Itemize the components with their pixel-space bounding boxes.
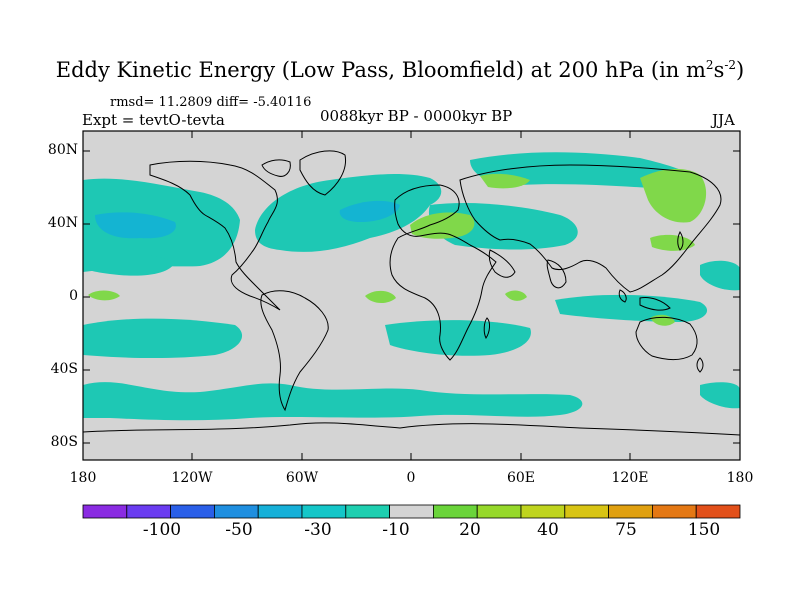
lat-ticks [83, 150, 740, 444]
colorbar-swatch [82, 504, 128, 519]
northwest-pacific-positive [650, 234, 695, 251]
lon-label-0: 0 [406, 470, 416, 486]
north-atlantic-core [339, 200, 400, 222]
colorbar-swatch [432, 504, 478, 519]
lon-label-120w: 120W [171, 470, 213, 486]
colorbar-swatch [345, 504, 390, 519]
southern-ocean-negative [83, 382, 583, 421]
experiment-label: Expt = tevtO-tevta [82, 111, 225, 129]
colorbar-swatch [608, 504, 653, 519]
africa-positive-2 [505, 290, 527, 301]
northeast-asia-positive [640, 168, 707, 223]
lon-label-60w: 60W [285, 470, 319, 486]
plot-title: Eddy Kinetic Energy (Low Pass, Bloomfiel… [55, 58, 745, 82]
lon-label-180e: 180 [726, 470, 754, 486]
lat-label-40n: 40N [47, 215, 78, 231]
colorbar-swatch [301, 504, 347, 519]
colorbar-swatch [389, 504, 434, 519]
lon-label-120e: 120E [611, 470, 649, 486]
colorbar-swatch [126, 504, 172, 519]
africa-positive-1 [365, 290, 396, 304]
colorbar-label-minus100: -100 [142, 520, 182, 540]
colorbar-label-minus30: -30 [304, 520, 332, 540]
colorbar-label-75: 75 [615, 520, 637, 540]
south-atlantic-negative [385, 320, 531, 356]
season-label: JJA [712, 111, 735, 129]
lat-label-80s: 80S [50, 434, 78, 450]
colorbar-swatch [520, 504, 566, 519]
lat-label-80n: 80N [47, 142, 78, 158]
colorbar-label-minus10: -10 [382, 520, 410, 540]
colorbar-swatch [170, 504, 215, 519]
coastlines [83, 150, 740, 436]
colorbar [82, 504, 741, 519]
colorbar-swatch [564, 504, 609, 519]
pacific-equatorial-positive [88, 290, 120, 301]
colorbar-label-minus50: -50 [225, 520, 253, 540]
colorbar-label-20: 20 [459, 520, 481, 540]
indian-ocean-negative [555, 294, 708, 322]
far-south-pacific-negative [700, 382, 740, 409]
lat-label-40s: 40S [50, 361, 78, 377]
lon-label-180w: 180 [69, 470, 97, 486]
north-pacific-core [95, 212, 176, 239]
siberia-positive [480, 173, 530, 189]
colorbar-swatch [476, 504, 522, 519]
lon-ticks [191, 131, 631, 460]
period-label: 0088kyr BP - 0000kyr BP [320, 107, 513, 125]
rmsd-diff-stats: rmsd= 11.2809 diff= -5.40116 [110, 95, 312, 110]
colorbar-label-40: 40 [537, 520, 559, 540]
lat-label-0: 0 [69, 288, 78, 304]
lon-label-60e: 60E [506, 470, 536, 486]
map-field [83, 131, 740, 460]
colorbar-swatch [652, 504, 697, 519]
east-pacific-negative [83, 252, 175, 276]
south-pacific-negative [83, 318, 243, 359]
colorbar-swatch [213, 504, 259, 519]
pacific-tropical-negative [700, 260, 740, 291]
colorbar-swatch [695, 504, 741, 519]
colorbar-swatch [257, 504, 303, 519]
mediterranean-positive [410, 212, 475, 239]
colorbar-label-150: 150 [687, 520, 721, 540]
